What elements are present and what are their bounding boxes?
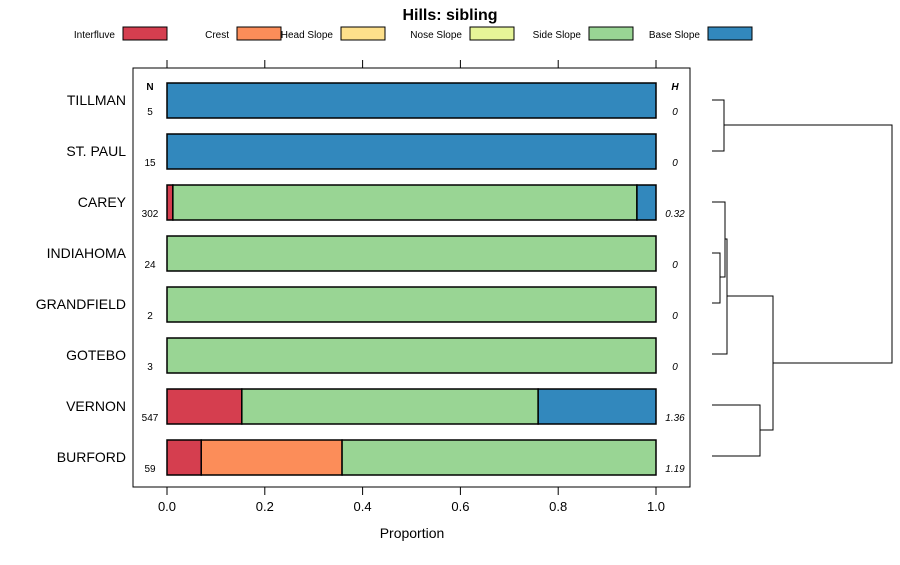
dendrogram-branch — [712, 404, 761, 457]
x-tick-label: 0.8 — [549, 499, 567, 514]
h-value: 0 — [672, 158, 678, 169]
category-label: CAREY — [78, 194, 127, 210]
category-label: VERNON — [66, 398, 126, 414]
category-label: GRANDFIELD — [36, 296, 126, 312]
dendrogram — [712, 99, 893, 457]
legend-label: Side Slope — [533, 30, 582, 41]
h-header: H — [671, 82, 679, 93]
category-label: GOTEBO — [66, 347, 126, 363]
bar-segment-base-slope — [537, 388, 657, 425]
legend-swatch — [340, 26, 386, 41]
bar-segment-base-slope — [166, 82, 657, 119]
legend-label: Interfluve — [74, 30, 116, 41]
x-axis-label: Proportion — [380, 525, 445, 541]
dendrogram-branch — [712, 99, 725, 152]
bar-segment-base-slope — [636, 184, 657, 221]
h-value: 1.36 — [665, 413, 685, 424]
bar-segment-side-slope — [241, 388, 539, 425]
legend-swatch — [588, 26, 634, 41]
bar-segment-crest — [200, 439, 343, 476]
legend-swatch — [236, 26, 282, 41]
dendrogram-branch — [712, 201, 726, 278]
bar-segment-interfluve — [166, 439, 202, 476]
bar-segment-side-slope — [166, 235, 657, 272]
h-value: 0 — [672, 260, 678, 271]
category-label: TILLMAN — [67, 92, 126, 108]
x-tick-label: 1.0 — [647, 499, 665, 514]
plot-frame — [132, 67, 691, 488]
bar-segment-side-slope — [341, 439, 657, 476]
n-value: 2 — [147, 311, 153, 322]
chart-title: Hills: sibling — [402, 7, 497, 24]
category-label: INDIAHOMA — [47, 245, 127, 261]
n-value: 302 — [142, 209, 159, 220]
dendrogram-branch — [724, 124, 893, 364]
legend-label: Nose Slope — [410, 30, 462, 41]
n-header: N — [146, 82, 153, 93]
bar-segment-side-slope — [172, 184, 638, 221]
x-tick-label: 0.6 — [451, 499, 469, 514]
h-value: 1.19 — [665, 464, 685, 475]
legend-swatch — [707, 26, 753, 41]
h-value: 0 — [672, 311, 678, 322]
n-value: 59 — [144, 464, 156, 475]
x-axis: 0.0 0.2 0.4 0.6 0.8 1.0 — [158, 60, 665, 514]
legend-label: Head Slope — [281, 30, 334, 41]
legend: Interfluve Crest Head Slope Nose Slope Side … — [74, 26, 753, 41]
h-value: 0 — [672, 362, 678, 373]
category-label: BURFORD — [57, 449, 126, 465]
x-tick-label: 0.0 — [158, 499, 176, 514]
legend-swatch — [469, 26, 515, 41]
h-value: 0.32 — [665, 209, 685, 220]
n-value: 547 — [142, 413, 159, 424]
n-value: 15 — [144, 158, 156, 169]
dendrogram-branch — [727, 295, 774, 431]
bar-segment-side-slope — [166, 337, 657, 374]
legend-label: Crest — [205, 30, 229, 41]
bar-segment-base-slope — [166, 133, 657, 170]
h-value: 0 — [672, 107, 678, 118]
category-label: ST. PAUL — [66, 143, 126, 159]
x-tick-label: 0.2 — [256, 499, 274, 514]
n-value: 3 — [147, 362, 153, 373]
x-tick-label: 0.4 — [354, 499, 372, 514]
bar-segment-side-slope — [166, 286, 657, 323]
legend-swatch — [122, 26, 168, 41]
n-value: 24 — [144, 260, 156, 271]
dendrogram-branch — [712, 252, 721, 304]
bar-segment-interfluve — [166, 184, 174, 221]
legend-label: Base Slope — [649, 30, 701, 41]
n-value: 5 — [147, 107, 153, 118]
bar-segment-interfluve — [166, 388, 243, 425]
